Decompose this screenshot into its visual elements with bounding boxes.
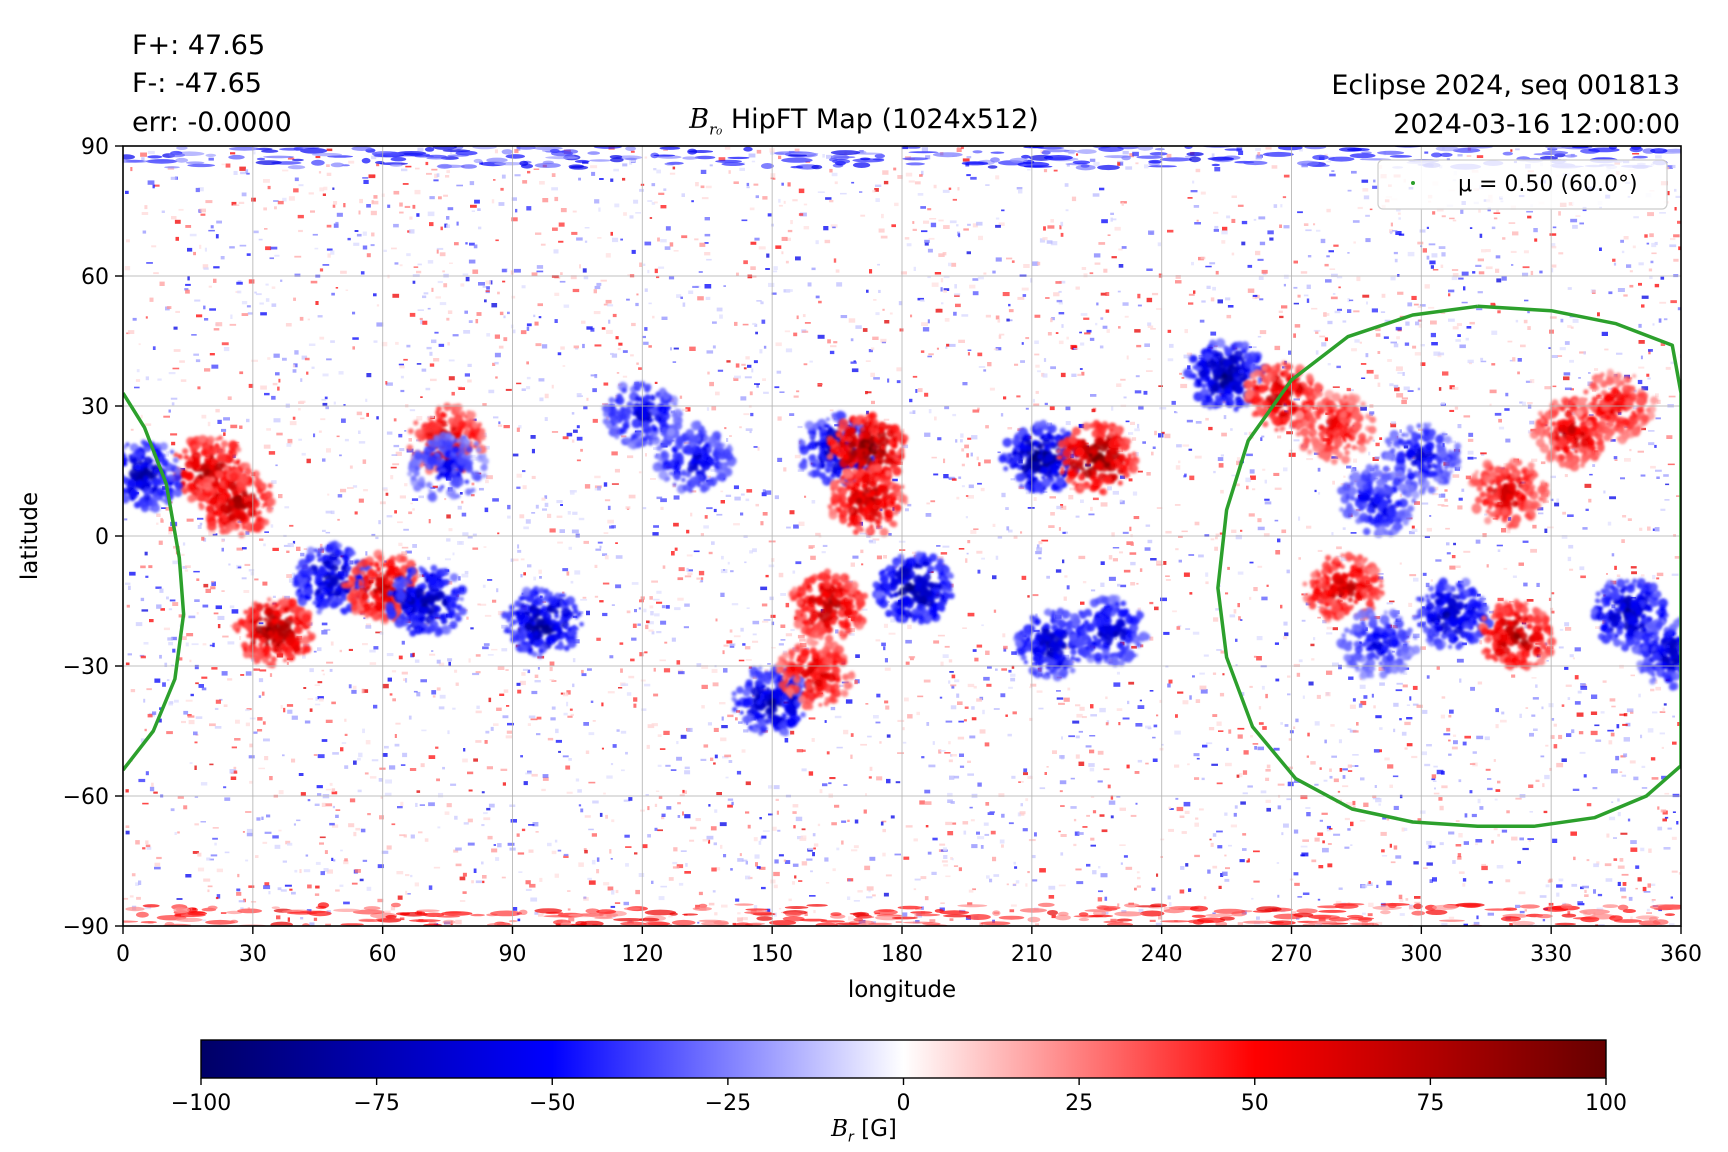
mu-contour-wrap: [123, 392, 186, 772]
colorbar-tick-label: 75: [1416, 1091, 1444, 1116]
active-region-20: [1056, 419, 1140, 496]
legend-label: μ = 0.50 (60.0°): [1458, 172, 1638, 197]
x-tick-label: 0: [116, 942, 130, 967]
map-source-label: Eclipse 2024, seq 001813: [1331, 70, 1680, 101]
active-region-26: [1467, 458, 1551, 530]
grid-lines: [123, 146, 1681, 926]
active-region-6: [123, 439, 183, 513]
chart-title: Br₀ HipFT Map (1024x512): [0, 104, 1728, 138]
colorbar: [200, 1039, 1607, 1079]
active-region-31: [1478, 598, 1557, 671]
colorbar-tick-label: −25: [705, 1091, 751, 1116]
x-tick-label: 210: [1011, 942, 1053, 967]
mu-contour-main: [1216, 304, 1681, 829]
active-region-35: [1295, 389, 1377, 465]
active-region-22: [1068, 594, 1151, 667]
x-tick-label: 150: [751, 942, 793, 967]
active-region-28: [1337, 463, 1420, 539]
active-region-32: [1590, 578, 1669, 652]
active-region-10: [601, 381, 683, 450]
y-tick-label: 0: [95, 525, 109, 550]
active-region-27: [1529, 395, 1614, 472]
colorbar-ticks: −100 −75 −50 −25 0 25 50 75 100: [171, 1078, 1627, 1116]
x-tick-label: 300: [1400, 942, 1442, 967]
mu-contour: [123, 304, 1681, 829]
title-subscript: r₀: [709, 120, 723, 139]
y-axis-label: latitude: [17, 492, 43, 580]
colorbar-symbol: B: [831, 1116, 849, 1142]
active-region-8: [407, 431, 489, 503]
title-symbol: B: [689, 104, 710, 135]
flux-negative-text: F-: -47.65: [132, 68, 262, 99]
active-region-3: [385, 564, 467, 638]
active-region-13: [775, 637, 856, 711]
magnetogram-heatmap: [123, 146, 1681, 926]
legend-box: [1377, 159, 1668, 210]
x-tick-label: 240: [1141, 942, 1183, 967]
x-tick-label: 60: [369, 942, 397, 967]
active-region-36: [1574, 368, 1659, 445]
active-region-9: [501, 585, 584, 659]
y-tick-label: 60: [81, 265, 109, 290]
x-tick-label: 180: [881, 942, 923, 967]
colorbar-tick-label: 50: [1241, 1091, 1269, 1116]
legend: μ = 0.50 (60.0°): [1377, 159, 1668, 210]
y-tick-label: 30: [81, 395, 109, 420]
y-tick-label: −90: [63, 915, 109, 940]
colorbar-tick-label: 100: [1585, 1091, 1627, 1116]
active-region-0: [232, 597, 316, 669]
title-text: HipFT Map (1024x512): [722, 104, 1039, 135]
flux-positive-text: F+: 47.65: [132, 30, 266, 61]
x-tick-label: 270: [1271, 942, 1313, 967]
x-tick-label: 120: [621, 942, 663, 967]
active-region-1: [292, 540, 372, 615]
colorbar-subscript: r: [848, 1129, 854, 1146]
y-tick-label: −60: [63, 785, 109, 810]
x-tick-label: 330: [1530, 942, 1572, 967]
active-region-11: [652, 420, 737, 494]
legend-marker: [1411, 181, 1415, 185]
colorbar-tick-label: −75: [353, 1091, 399, 1116]
flux-error-text: err: -0.0000: [132, 107, 292, 138]
active-region-5: [195, 465, 276, 539]
colorbar-unit: [G]: [853, 1116, 897, 1142]
map-datetime-label: 2024-03-16 12:00:00: [1393, 109, 1680, 140]
y-tick-label: −30: [63, 655, 109, 680]
x-tick-label: 30: [239, 942, 267, 967]
active-region-17: [788, 568, 869, 643]
active-region-21: [1013, 607, 1095, 682]
x-tick-label: 360: [1660, 942, 1702, 967]
active-region-18: [872, 551, 955, 625]
colorbar-tick-label: 25: [1065, 1091, 1093, 1116]
x-axis-label: longitude: [848, 977, 956, 1003]
colorbar-tick-label: −100: [171, 1091, 231, 1116]
colorbar-tick-label: 0: [897, 1091, 911, 1116]
colorbar-label: Br [G]: [0, 1116, 1728, 1146]
colorbar-tick-label: −50: [529, 1091, 575, 1116]
x-axis: 0 30 60 90 120 150 180 210 240 270 300 330 360: [116, 926, 1702, 967]
x-tick-label: 90: [499, 942, 527, 967]
y-tick-label: 90: [81, 135, 109, 160]
y-axis: −90 −60 −30 0 30 60 90: [63, 135, 123, 940]
active-region-34: [1336, 607, 1421, 680]
